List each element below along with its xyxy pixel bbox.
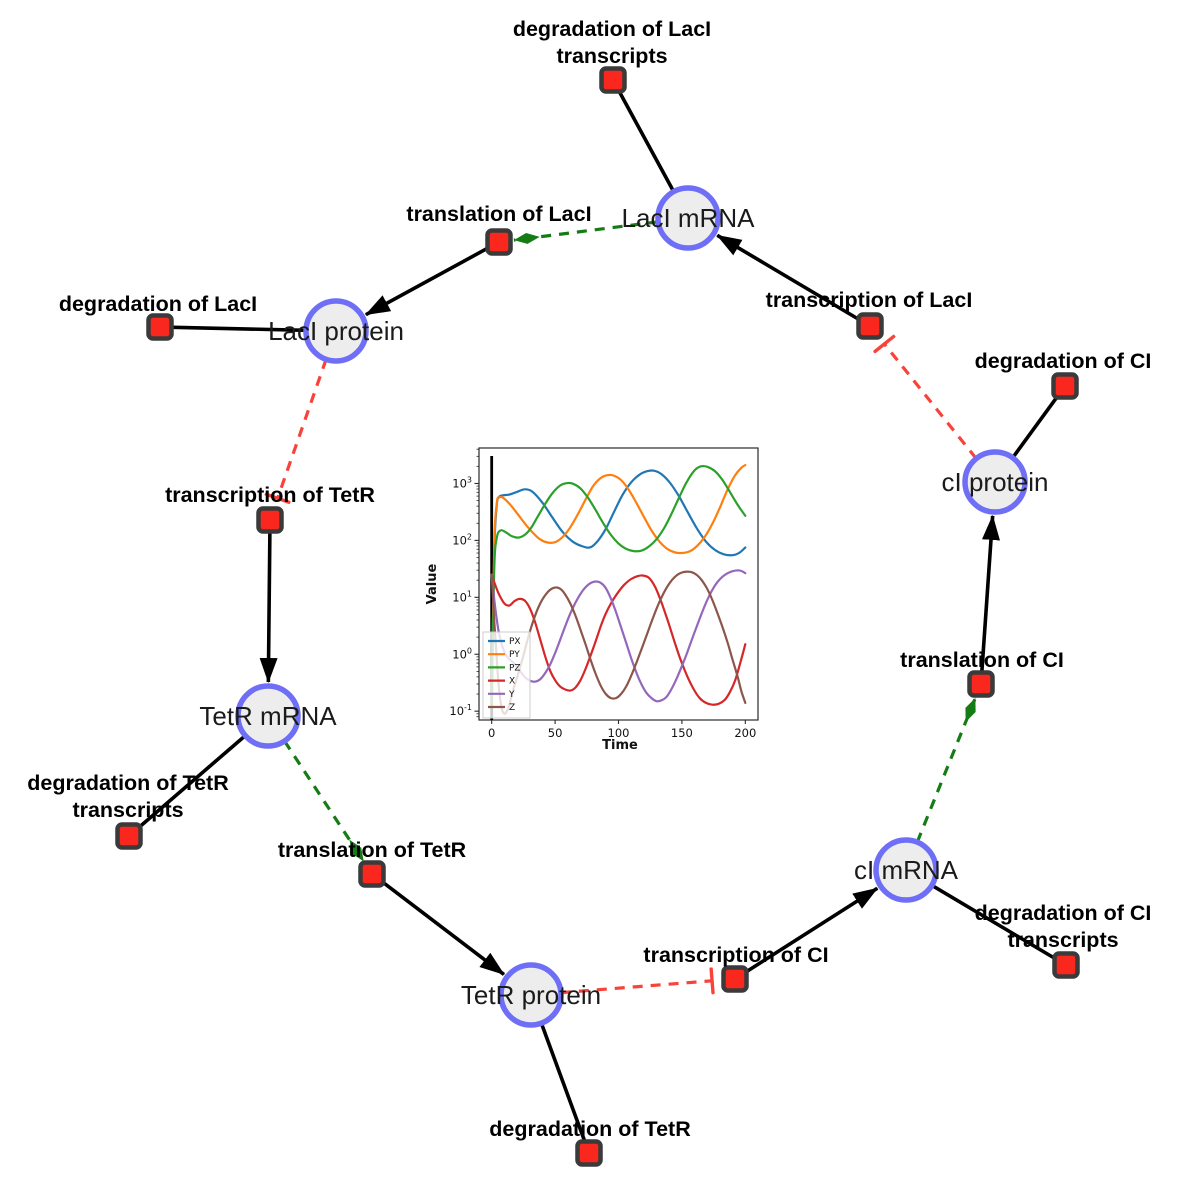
legend-label-PY: PY (509, 650, 520, 660)
reaction-label-deg_ci-line1: degradation of CI (975, 349, 1152, 373)
edge-stimulation-tetr_mrna-to-translation_tetr (283, 740, 366, 863)
reaction-node-translation_laci (485, 228, 513, 256)
edge-inhibition-tetr_protein-to-transcription_ci (560, 981, 712, 993)
reaction-label-deg_tetr_tr-line1: degradation of TetR (27, 771, 229, 795)
y-tick-label: 103 (452, 475, 472, 490)
species-label-tetr_mrna: TetR mRNA (199, 701, 337, 731)
edge-consumption-deg_ci_tr-to-ci_mrna (930, 883, 1056, 960)
series-line-X (490, 573, 747, 706)
reaction-node-deg_tetr_tr (115, 822, 143, 850)
nodes-layer (115, 66, 1080, 1167)
reaction-node-transcription_ci (721, 965, 749, 993)
edge-production-translation_laci-to-laci_protein (364, 246, 489, 317)
edge-production-translation_tetr-to-tetr_protein (381, 880, 506, 976)
species-label-tetr_protein: TetR protein (461, 980, 601, 1010)
legend-label-X: X (509, 677, 515, 687)
reaction-node-translation_ci (967, 670, 995, 698)
edge-inhibition-ci_protein-to-transcription_laci (884, 344, 978, 460)
reaction-label-deg_tetr_tr-line2: transcripts (72, 798, 183, 822)
reaction-node-deg_laci_tr (599, 66, 627, 94)
species-node-ci_mrna (873, 837, 939, 903)
series-line-PX (490, 469, 747, 708)
reaction-node-deg_tetr (575, 1139, 603, 1167)
reaction-label-transcription_laci-line1: transcription of LacI (766, 288, 973, 312)
x-tick-label: 50 (548, 726, 563, 740)
edge-production-translation_ci-to-ci_protein (980, 514, 1000, 672)
x-tick-label: 0 (488, 726, 495, 740)
edge-production-transcription_ci-to-ci_mrna (744, 886, 879, 974)
legend-label-PZ: PZ (509, 663, 521, 673)
chart-x-axis-label: Time (602, 738, 638, 753)
reaction-label-translation_tetr-line1: translation of TetR (278, 838, 467, 862)
edge-inhibition-laci_protein-to-transcription_tetr (278, 358, 328, 498)
species-node-ci_protein (962, 449, 1028, 515)
edge-consumption-deg_tetr-to-tetr_protein (539, 1022, 587, 1142)
edge-consumption-deg_laci_tr-to-laci_mrna (617, 90, 676, 193)
series-line-PZ (490, 464, 747, 708)
reaction-label-deg_tetr-line1: degradation of TetR (489, 1117, 691, 1141)
species-node-tetr_mrna (235, 683, 301, 749)
x-tick-label: 150 (671, 726, 693, 740)
reaction-label-transcription_ci-line1: transcription of CI (643, 943, 828, 967)
species-node-laci_protein (303, 298, 369, 364)
legend-box (482, 631, 531, 719)
y-tick-label: 102 (452, 532, 472, 547)
edge-production-transcription_laci-to-laci_mrna (716, 233, 860, 321)
reaction-node-deg_laci (146, 313, 174, 341)
labels-layer: LacI mRNA LacI protein TetR mRNA TetR prote… (27, 17, 1151, 1141)
chart-plot-area: 0 50 100 150 200 10-1 100 101 102 103 PX PY PZ XYZ (449, 447, 759, 740)
reaction-label-transcription_tetr-line1: transcription of TetR (165, 483, 375, 507)
y-tick-label: 100 (452, 646, 472, 661)
reaction-label-deg_laci-line1: degradation of LacI (59, 292, 257, 316)
edge-stimulation-ci_mrna-to-translation_ci (915, 697, 977, 843)
series-line-Y (490, 569, 747, 703)
reaction-label-translation_laci-line1: translation of LacI (406, 202, 591, 226)
y-tick-label: 101 (452, 589, 472, 604)
species-node-laci_mrna (655, 185, 721, 251)
reaction-label-deg_laci_tr-line1: degradation of LacI (513, 17, 711, 41)
edge-consumption-deg_tetr_tr-to-tetr_mrna (137, 734, 247, 829)
series-line-PY (490, 464, 747, 708)
edge-consumption-deg_laci-to-laci_protein (172, 325, 307, 333)
reaction-node-transcription_laci (856, 312, 884, 340)
x-tick-label: 200 (734, 726, 756, 740)
species-label-ci_protein: cI protein (942, 467, 1049, 497)
legend-label-Z: Z (509, 703, 515, 713)
reaction-label-deg_ci_tr-line2: transcripts (1007, 928, 1118, 952)
reaction-node-deg_ci_tr (1052, 951, 1080, 979)
chart-y-axis-label: Value (425, 563, 440, 604)
y-tick-label: 10-1 (449, 703, 472, 718)
reaction-label-deg_ci_tr-line1: degradation of CI (975, 901, 1152, 925)
chart-legend: PX PY PZ XYZ (482, 631, 531, 719)
edge-consumption-deg_ci-to-ci_protein (1011, 395, 1059, 459)
species-label-laci_mrna: LacI mRNA (622, 203, 756, 233)
x-tick-label: 100 (608, 726, 630, 740)
species-label-ci_mrna: cI mRNA (854, 855, 959, 885)
reaction-node-translation_tetr (358, 860, 386, 888)
edge-stimulation-laci_mrna-to-translation_laci (513, 220, 659, 244)
species-node-tetr_protein (498, 962, 564, 1028)
legend-label-Y: Y (508, 690, 515, 700)
legend-label-PX: PX (509, 637, 521, 647)
inset-chart: 0 50 100 150 200 10-1 100 101 102 103 PX PY PZ XYZ Ti… (424, 436, 768, 762)
edges-layer (137, 90, 1059, 1142)
species-label-laci_protein: LacI protein (268, 316, 404, 346)
reaction-node-deg_ci (1051, 372, 1079, 400)
reaction-node-transcription_tetr (256, 506, 284, 534)
reaction-label-deg_laci_tr-line2: transcripts (556, 44, 667, 68)
edge-production-transcription_tetr-to-tetr_mrna (259, 532, 278, 684)
reaction-label-translation_ci-line1: translation of CI (900, 648, 1064, 672)
